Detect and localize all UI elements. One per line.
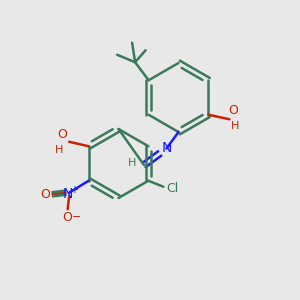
Text: H: H — [55, 145, 63, 155]
Text: H: H — [231, 121, 239, 131]
Text: N: N — [62, 187, 73, 201]
Text: H: H — [128, 158, 136, 169]
Text: O: O — [58, 128, 68, 141]
Text: O: O — [228, 104, 238, 117]
Text: O: O — [63, 211, 73, 224]
Text: +: + — [70, 185, 78, 195]
Text: Cl: Cl — [167, 182, 178, 195]
Text: O: O — [40, 188, 50, 201]
Text: N: N — [161, 142, 172, 155]
Text: −: − — [72, 212, 82, 222]
